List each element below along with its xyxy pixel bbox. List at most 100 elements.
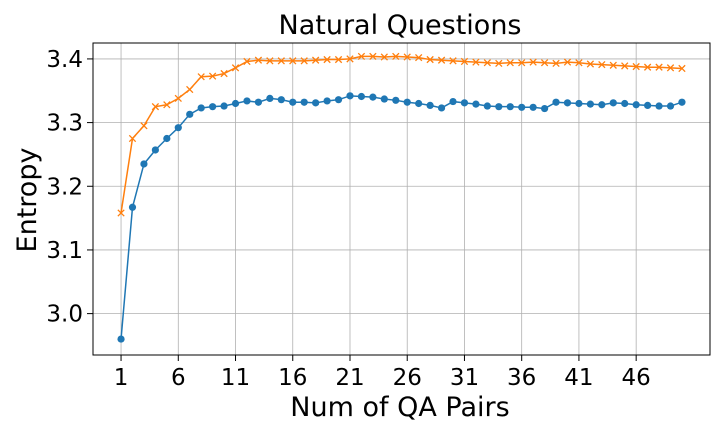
series-1-point [128, 134, 137, 143]
series-1-point [346, 55, 354, 63]
series-0-point [437, 104, 446, 112]
series-0-point [128, 203, 137, 211]
series-1-point [437, 56, 446, 64]
series-0-point [289, 98, 297, 106]
series-0-point [392, 96, 400, 104]
series-0-point [540, 104, 549, 113]
plot-frame [92, 42, 711, 356]
series-0-point [518, 103, 526, 111]
series-1-point [151, 103, 160, 111]
series-1-point [174, 94, 182, 103]
x-tick-label: 21 [335, 365, 364, 391]
series-0-point [163, 134, 171, 143]
series-1-point [655, 63, 663, 71]
series-1-point [220, 69, 228, 78]
series-0-point [117, 335, 125, 343]
series-1-point [643, 63, 652, 71]
series-1-point [483, 59, 492, 67]
series-0-point [472, 100, 480, 108]
series-1-group [117, 52, 686, 217]
series-1-point [426, 55, 434, 64]
x-tick-label: 46 [622, 365, 651, 391]
x-tick-label: 36 [507, 365, 536, 391]
series-0-point [621, 99, 629, 108]
x-axis-ticks: 1 6 11 16 21 26 31 36 41 46 [114, 355, 651, 391]
series-1-point [552, 59, 560, 68]
x-tick-label: 1 [114, 365, 129, 391]
series-0-point [426, 101, 434, 109]
series-0-point [598, 101, 606, 109]
series-1-point [300, 57, 308, 65]
series-1-line [120, 55, 682, 214]
x-tick-label: 41 [564, 365, 593, 391]
series-0-point [644, 101, 652, 109]
series-1-point [289, 57, 297, 65]
series-0-point [312, 99, 320, 107]
y-tick-label: 3.2 [46, 174, 83, 200]
series-0-point [243, 97, 251, 105]
x-tick-label: 6 [171, 365, 186, 391]
series-0-point [174, 124, 182, 132]
series-1-point [277, 57, 285, 65]
series-1-point [529, 58, 537, 66]
grid-lines [93, 43, 710, 355]
series-1-point [586, 60, 595, 68]
x-tick-label: 11 [221, 365, 250, 391]
series-0-point [609, 99, 617, 107]
series-1-point [140, 122, 148, 130]
series-1-point [231, 64, 240, 72]
series-1-point [163, 101, 171, 109]
series-1-point [254, 56, 263, 64]
series-1-point [632, 62, 640, 71]
series-0-point [186, 110, 194, 118]
series-0-point [209, 103, 217, 111]
series-1-point [208, 72, 217, 80]
series-0-point [506, 103, 514, 111]
series-0-point [323, 97, 331, 105]
y-tick-label: 3.1 [46, 238, 83, 264]
x-tick-label: 16 [278, 365, 307, 391]
series-0-point [197, 104, 205, 112]
series-0-point [231, 99, 240, 108]
series-0-point [403, 98, 411, 106]
series-0-point [495, 103, 503, 111]
series-0-point [266, 94, 274, 102]
series-1-point [369, 52, 377, 61]
series-1-point [472, 58, 480, 66]
series-0-point [334, 96, 343, 104]
series-0-point [666, 102, 675, 110]
series-1-point [392, 52, 400, 61]
series-1-point [243, 57, 251, 66]
series-0-point [586, 100, 594, 108]
series-1-point [518, 59, 526, 67]
series-1-point [415, 53, 423, 62]
x-tick-label: 31 [450, 365, 479, 391]
y-axis-ticks: 3.0 3.1 3.2 3.3 3.4 [46, 47, 93, 328]
y-tick-label: 3.3 [46, 111, 83, 137]
series-0-point [151, 146, 159, 154]
series-0-point [449, 97, 457, 106]
series-1-point [540, 59, 549, 67]
series-1-point [506, 59, 514, 67]
series-0-point [300, 98, 308, 106]
series-1-point [460, 57, 469, 66]
series-0-point [563, 99, 572, 107]
y-axis-label: Entropy [12, 148, 43, 253]
series-0-point [529, 103, 537, 111]
series-1-point [323, 55, 331, 64]
chart-title: Natural Questions [279, 10, 522, 41]
series-1-point [575, 59, 583, 67]
series-0-point [220, 102, 228, 110]
x-axis-label: Num of QA Pairs [290, 392, 509, 423]
series-0-point [415, 99, 423, 108]
y-tick-label: 3.4 [46, 47, 83, 73]
series-0-point [357, 92, 366, 101]
series-0-point [254, 98, 263, 106]
series-0-point [369, 93, 377, 101]
series-0-point [678, 98, 686, 106]
series-1-point [266, 57, 274, 65]
series-1-point [357, 52, 366, 61]
series-1-point [598, 60, 606, 69]
